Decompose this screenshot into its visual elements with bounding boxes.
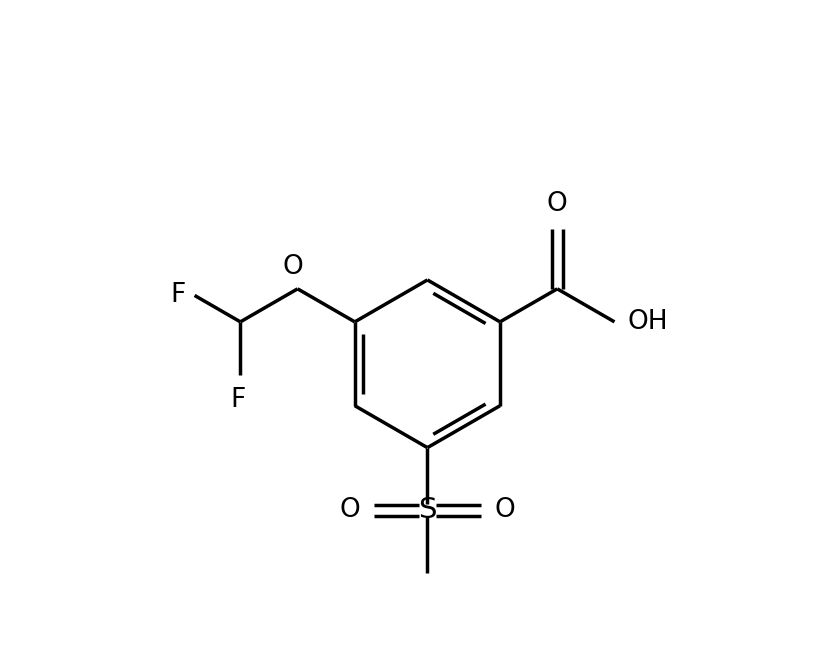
Text: OH: OH xyxy=(627,309,668,335)
Text: F: F xyxy=(230,387,245,413)
Text: O: O xyxy=(282,253,303,280)
Text: F: F xyxy=(170,282,185,308)
Text: O: O xyxy=(495,498,515,523)
Text: O: O xyxy=(547,191,568,216)
Text: O: O xyxy=(339,498,360,523)
Text: S: S xyxy=(418,496,437,525)
